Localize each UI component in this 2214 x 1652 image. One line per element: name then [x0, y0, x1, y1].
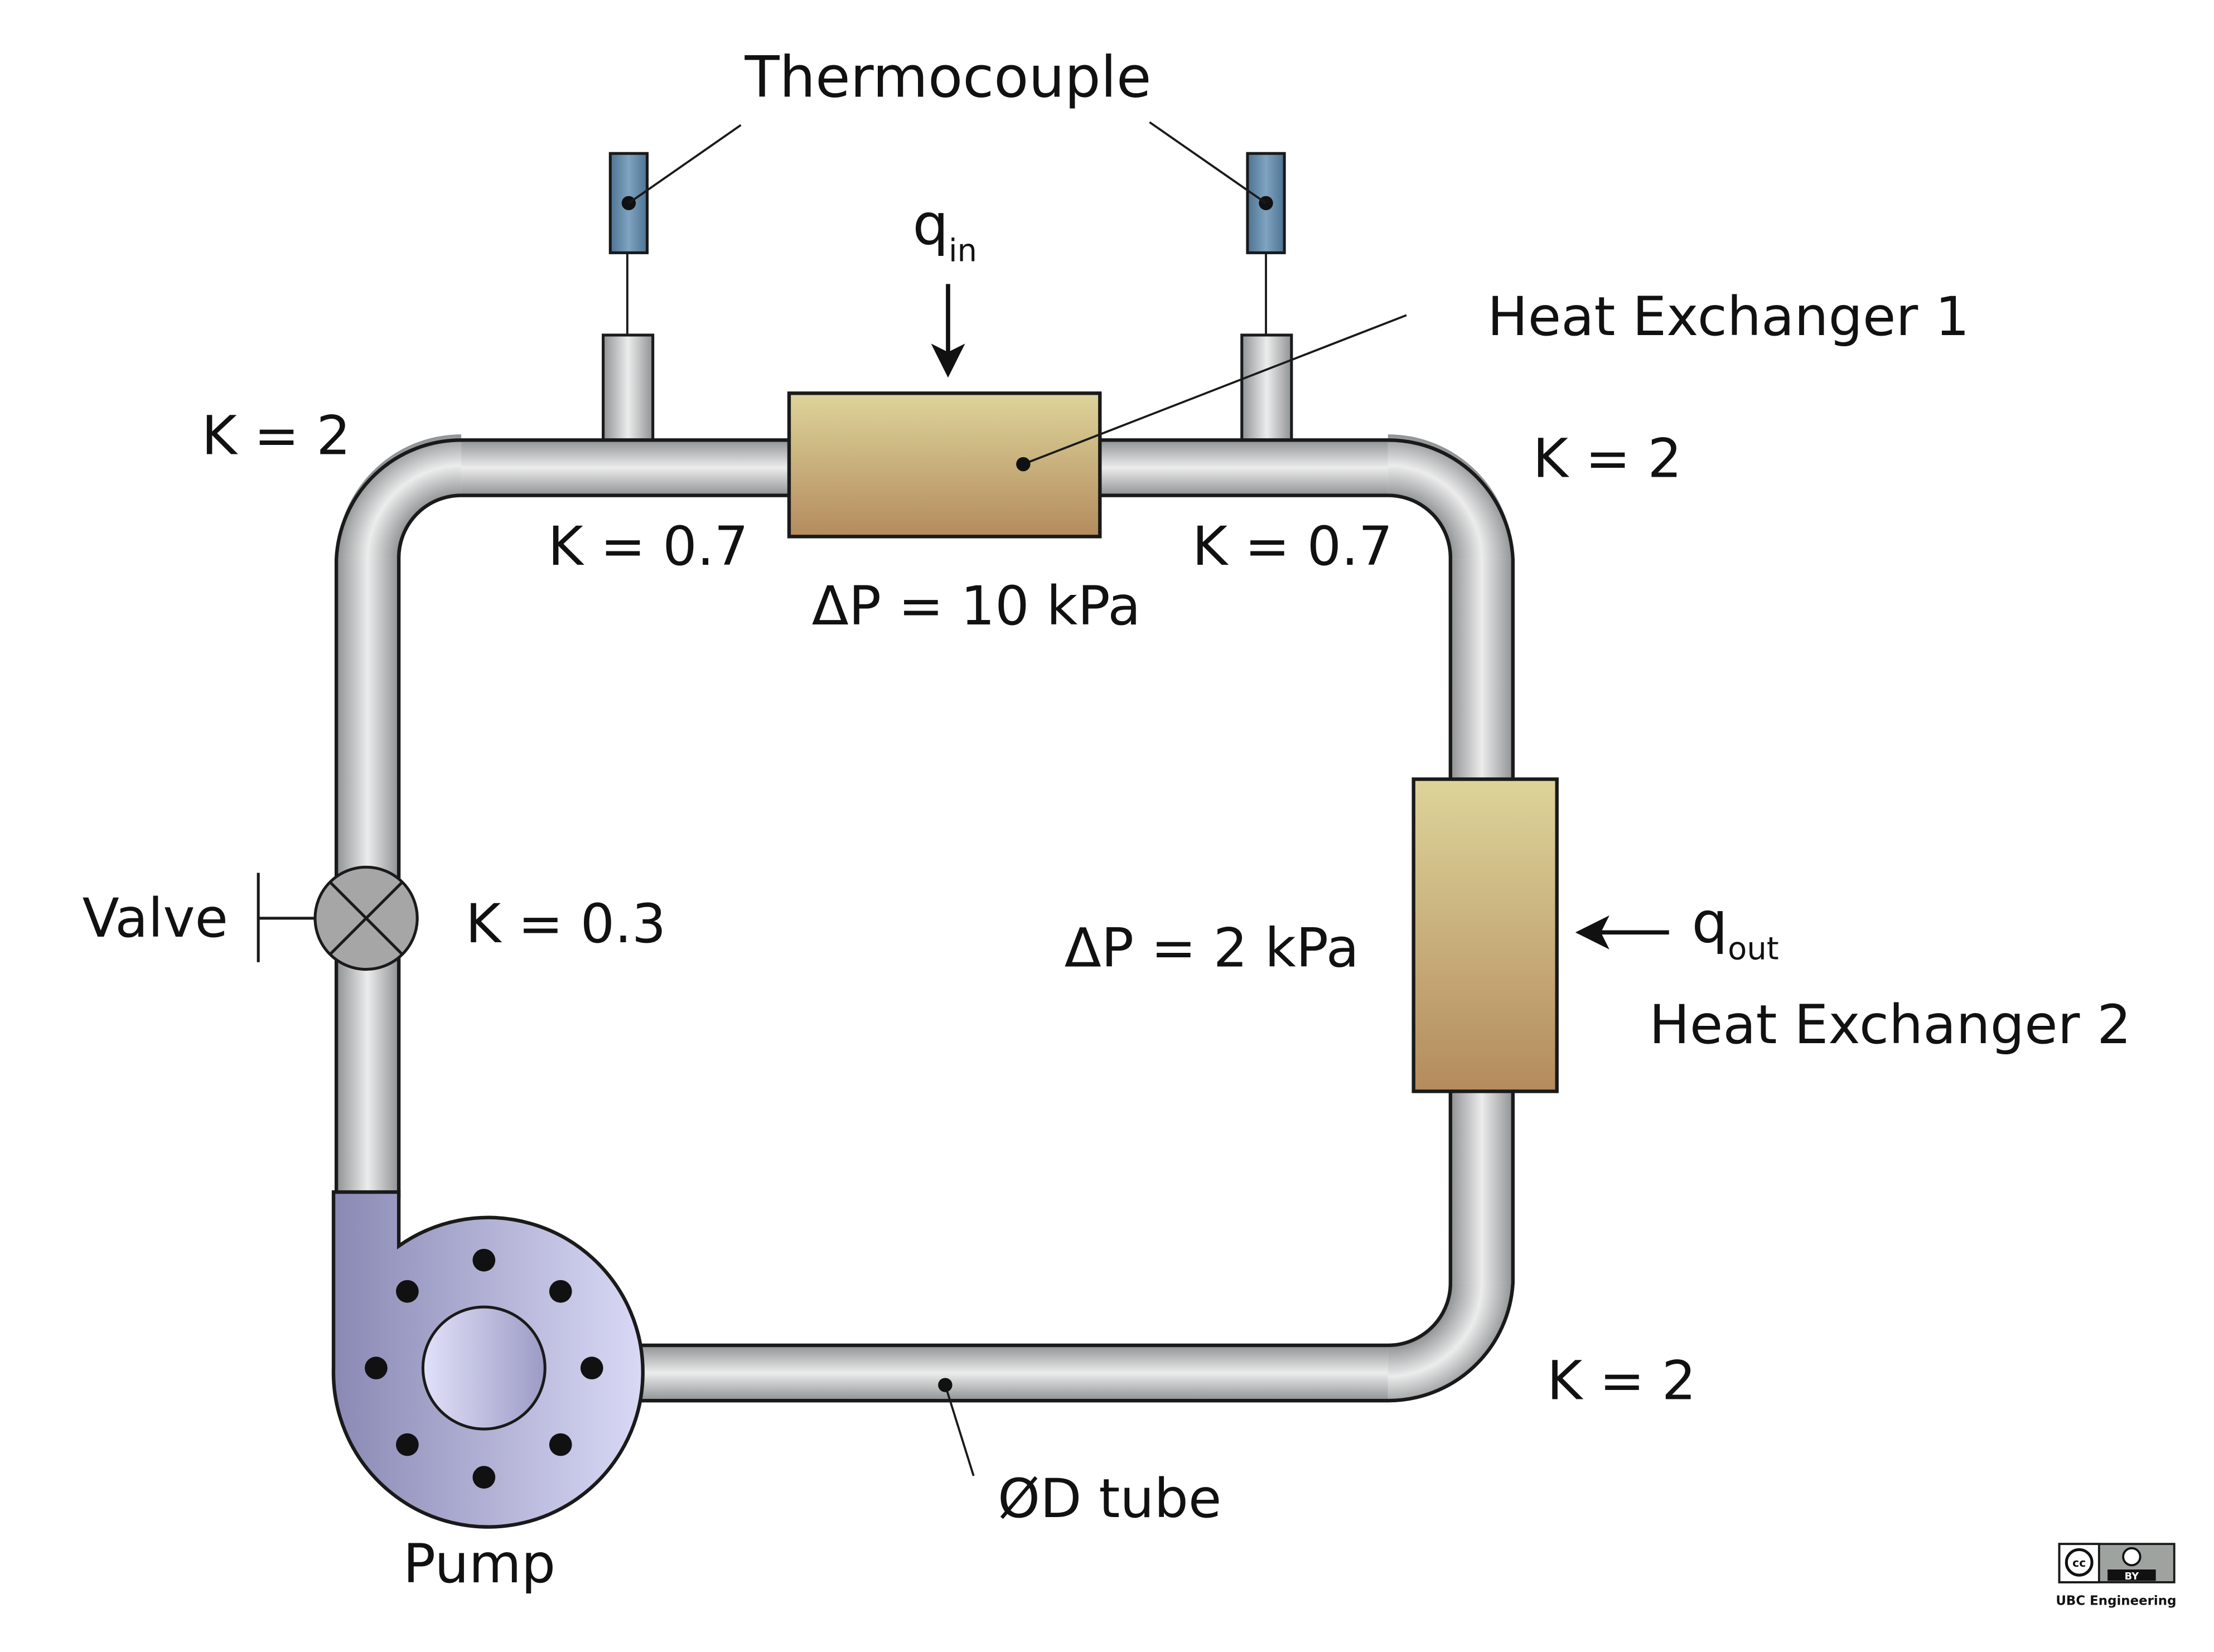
bend-top-left — [336, 434, 462, 560]
bend-top-right — [1388, 434, 1513, 560]
heat-exchanger-2 — [1411, 777, 1559, 1093]
svg-text:cc: cc — [2072, 1556, 2086, 1569]
k-tee-right-label: K = 0.7 — [1192, 515, 1393, 578]
q-out-label: qout — [1691, 890, 1778, 967]
attribution-icon — [2122, 1547, 2142, 1567]
k-tee-left-label: K = 0.7 — [548, 515, 748, 578]
valve — [257, 865, 419, 971]
pump-bolts — [365, 1248, 603, 1489]
svg-text:BY: BY — [2125, 1571, 2140, 1582]
q-in-label: qin — [912, 192, 977, 269]
leader-lines — [628, 121, 1407, 1476]
thermocouple-right — [1240, 152, 1293, 444]
thermocouple-label: Thermocouple — [744, 45, 1151, 110]
arrow-q-in — [931, 284, 965, 378]
heat-exchanger-2-label: Heat Exchanger 2 — [1649, 993, 2131, 1056]
valve-label: Valve — [83, 886, 228, 949]
k-valve-label: K = 0.3 — [466, 892, 666, 955]
thermocouple-left — [602, 152, 655, 444]
heat-exchanger-1 — [787, 391, 1102, 539]
pump-label: Pump — [403, 1532, 555, 1595]
pipe-bottom — [610, 1345, 1388, 1401]
license-credit: UBC Engineering — [2056, 1594, 2176, 1609]
k-bend-top-left-label: K = 2 — [201, 404, 350, 467]
dp-hx2-label: ΔP = 2 kPa — [1065, 916, 1359, 979]
tube-label: ØD tube — [998, 1467, 1221, 1530]
pump — [331, 1190, 645, 1529]
cc-by-license-badge: cc BY UBC Engineering — [2056, 1543, 2176, 1609]
arrow-q-out — [1575, 915, 1669, 949]
cc-icon — [2065, 1548, 2094, 1577]
k-bend-top-right-label: K = 2 — [1533, 427, 1681, 490]
heat-exchanger-1-label: Heat Exchanger 1 — [1487, 285, 1970, 348]
k-bend-bottom-right-label: K = 2 — [1547, 1349, 1696, 1412]
thermocouple-left-stub — [602, 333, 655, 444]
dp-hx1-label: ΔP = 10 kPa — [812, 574, 1141, 637]
bend-bottom-right — [1388, 1282, 1513, 1401]
thermocouple-right-stub — [1240, 333, 1293, 444]
pump-hub — [421, 1305, 547, 1431]
